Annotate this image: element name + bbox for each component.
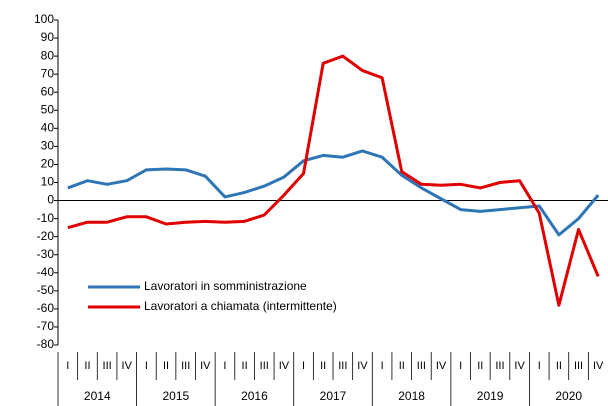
y-tick-label: -60: [37, 301, 55, 315]
y-tick-label: -20: [37, 229, 55, 243]
x-tick-label: III: [417, 360, 426, 372]
series-line: [67, 54, 600, 307]
x-tick-label: II: [163, 360, 169, 372]
year-label: 2016: [241, 389, 268, 403]
y-tick-label: 100: [34, 12, 54, 26]
y-tick-label: -80: [37, 337, 55, 351]
x-tick-label: II: [84, 360, 90, 372]
x-tick-label: IV: [122, 360, 133, 372]
x-tick-label: I: [538, 360, 541, 372]
y-tick-label: 40: [41, 121, 55, 135]
x-tick-label: II: [556, 360, 562, 372]
x-tick-label: II: [477, 360, 483, 372]
x-tick-label: I: [223, 360, 226, 372]
y-tick-label: 10: [41, 175, 55, 189]
year-label: 2015: [163, 389, 190, 403]
x-tick-label: II: [399, 360, 405, 372]
x-tick-label: IV: [357, 360, 368, 372]
x-tick-label: III: [260, 360, 269, 372]
x-tick-label: IV: [200, 360, 211, 372]
x-tick-label: II: [320, 360, 326, 372]
y-tick-label: 20: [41, 157, 55, 171]
y-tick-label: 90: [41, 30, 55, 44]
year-label: 2014: [84, 389, 111, 403]
x-tick-label: I: [302, 360, 305, 372]
legend-label: Lavoratori a chiamata (intermittente): [144, 299, 337, 313]
x-tick-label: I: [145, 360, 148, 372]
x-tick-label: III: [181, 360, 190, 372]
x-tick-label: III: [495, 360, 504, 372]
y-tick-label: -30: [37, 247, 55, 261]
x-tick-label: III: [338, 360, 347, 372]
x-tick-label: IV: [436, 360, 447, 372]
x-tick-label: I: [459, 360, 462, 372]
y-tick-label: 50: [41, 102, 55, 116]
x-tick-label: III: [103, 360, 112, 372]
y-tick-label: 0: [47, 193, 54, 207]
year-label: 2019: [477, 389, 504, 403]
legend-label: Lavoratori in somministrazione: [144, 279, 307, 293]
year-label: 2017: [320, 389, 347, 403]
series-line: [67, 149, 600, 237]
y-tick-label: -40: [37, 265, 55, 279]
x-tick-label: IV: [593, 360, 604, 372]
y-tick-label: -50: [37, 283, 55, 297]
y-tick-label: 80: [41, 48, 55, 62]
x-tick-label: III: [574, 360, 583, 372]
x-tick-label: I: [66, 360, 69, 372]
year-label: 2018: [398, 389, 425, 403]
year-label: 2020: [555, 389, 582, 403]
y-tick-label: -10: [37, 211, 55, 225]
x-tick-label: IV: [514, 360, 525, 372]
y-tick-label: -70: [37, 319, 55, 333]
y-tick-label: 60: [41, 84, 55, 98]
x-tick-label: IV: [279, 360, 290, 372]
y-tick-label: 70: [41, 66, 55, 80]
x-tick-label: I: [381, 360, 384, 372]
x-tick-label: II: [242, 360, 248, 372]
y-tick-label: 30: [41, 139, 55, 153]
